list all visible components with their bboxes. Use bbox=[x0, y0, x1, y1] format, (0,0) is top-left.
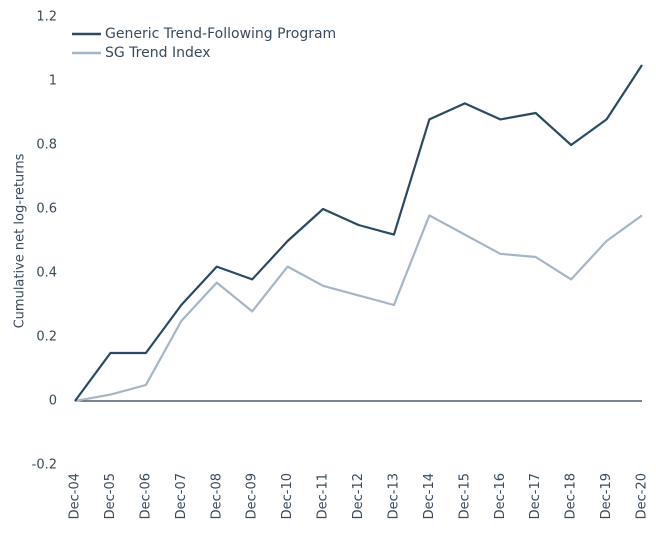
legend-label: SG Trend Index bbox=[105, 45, 211, 61]
y-axis-label: Cumulative net log-returns bbox=[13, 153, 28, 328]
x-tick-label: Dec-11 bbox=[316, 473, 331, 519]
y-tick-label: 1.2 bbox=[36, 10, 57, 25]
x-tick-label: Dec-13 bbox=[386, 473, 401, 519]
x-tick-label: Dec-07 bbox=[174, 473, 189, 519]
x-tick-label: Dec-17 bbox=[528, 473, 543, 519]
x-tick-label: Dec-15 bbox=[457, 473, 472, 519]
y-tick-label: -0.2 bbox=[32, 458, 57, 473]
y-tick-label: 0.2 bbox=[36, 330, 57, 345]
x-tick-label: Dec-09 bbox=[245, 473, 260, 519]
y-tick-label: 0.4 bbox=[36, 266, 57, 281]
y-tick-label: 0.8 bbox=[36, 138, 57, 153]
series-line bbox=[74, 64, 643, 402]
series-line bbox=[74, 214, 643, 403]
x-tick-label: Dec-12 bbox=[351, 473, 366, 519]
x-tick-label: Dec-06 bbox=[138, 473, 153, 519]
x-tick-label: Dec-08 bbox=[209, 473, 224, 519]
legend-label: Generic Trend-Following Program bbox=[105, 26, 336, 42]
x-tick-label: Dec-05 bbox=[103, 473, 118, 519]
x-tick-label: Dec-16 bbox=[493, 473, 508, 519]
x-tick-label: Dec-10 bbox=[280, 473, 295, 519]
x-tick-label: Dec-14 bbox=[422, 473, 437, 519]
y-tick-label: 1 bbox=[49, 74, 57, 89]
x-tick-label: Dec-19 bbox=[599, 473, 614, 519]
x-tick-label: Dec-20 bbox=[635, 473, 650, 519]
x-tick-label: Dec-04 bbox=[68, 473, 83, 519]
y-tick-label: 0 bbox=[49, 394, 57, 409]
legend: Generic Trend-Following Program SG Trend … bbox=[72, 26, 336, 61]
x-tick-label: Dec-18 bbox=[564, 473, 579, 519]
y-tick-label: 0.6 bbox=[36, 202, 57, 217]
